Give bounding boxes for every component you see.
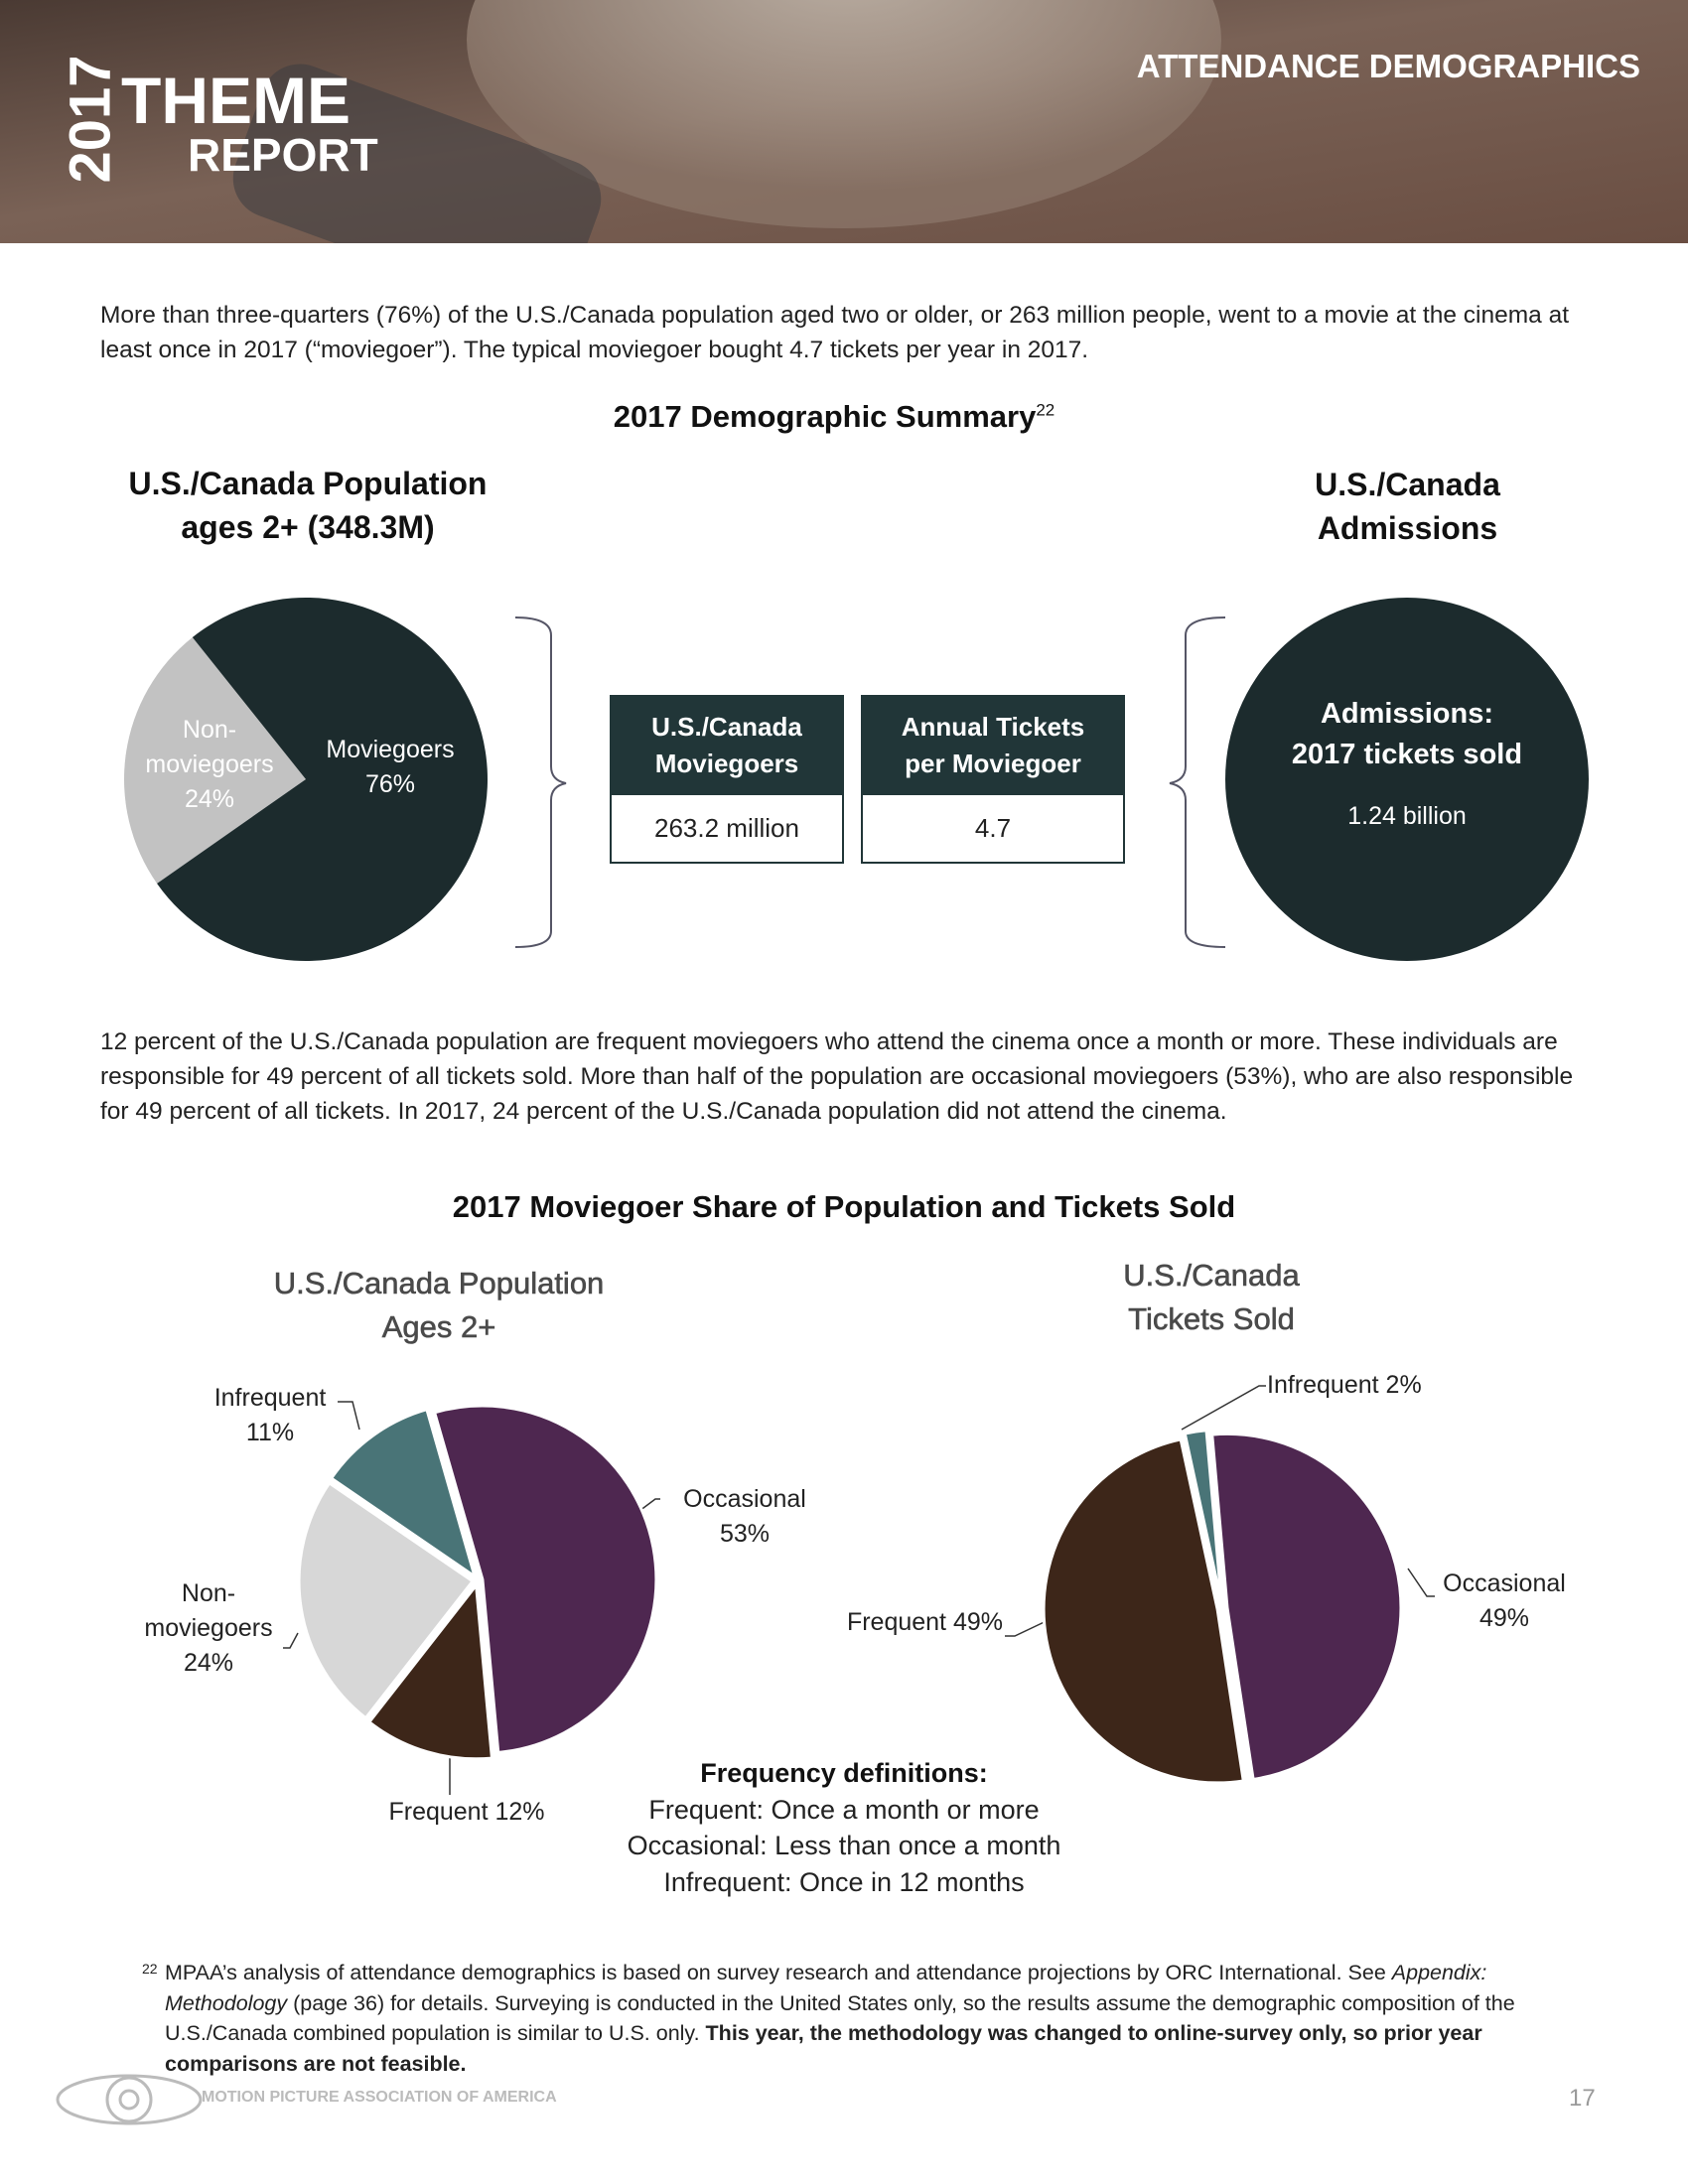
pie-slice xyxy=(329,1407,478,1580)
footnote-text: MPAA’s analysis of attendance demographi… xyxy=(165,1961,1392,1984)
definition: Infrequent: Once in 12 months xyxy=(663,1866,1025,1897)
pie-slice xyxy=(1210,1432,1403,1782)
value-label: 24% xyxy=(184,785,235,813)
chart-title: U.S./Canada Population Ages 2+ xyxy=(273,1266,605,1345)
pie-slice xyxy=(1042,1437,1245,1785)
intro: More than three-quarters (76%) of the U.… xyxy=(100,302,1570,363)
footnote-italic: Appendix: Methodology xyxy=(165,1961,1487,2015)
pie-slice xyxy=(157,597,489,961)
admissions-title: U.S./Canada Admissions xyxy=(1315,467,1500,546)
pie-label: Moviegoers 76% xyxy=(306,733,475,802)
category: Non-moviegoers xyxy=(145,716,274,778)
population-title: U.S./Canada Population ages 2+ (348.3M) xyxy=(128,466,488,545)
definition: Frequent: Once a month or more xyxy=(648,1794,1040,1825)
bracket-right xyxy=(1169,616,1226,948)
category: Occasional xyxy=(683,1485,806,1513)
category: Occasional xyxy=(1443,1570,1566,1597)
pie-label: Frequent 12% xyxy=(367,1795,566,1830)
definitions: Frequency definitions: Frequent: Once a … xyxy=(556,1755,1132,1900)
table-header: Annual Tickets per Moviegoer xyxy=(861,695,1125,795)
pie-label: Occasional 49% xyxy=(1420,1567,1589,1636)
leader-line xyxy=(1005,1617,1054,1637)
mpaa-logo xyxy=(56,2074,203,2125)
definitions-title: Frequency definitions: xyxy=(700,1758,988,1788)
pie-slice xyxy=(366,1580,494,1761)
value-label: 11% xyxy=(245,1419,295,1446)
remote xyxy=(232,64,602,243)
header-banner: 2017 THEME REPORT ATTENDANCE DEMOGRAPHIC… xyxy=(0,0,1688,243)
year: 2017 xyxy=(58,55,122,183)
footnote-text: MPAA’s analysis of attendance demographi… xyxy=(165,1958,1532,2079)
footnote: 22 MPAA’s analysis of attendance demogra… xyxy=(142,1958,1532,2079)
chart-title: U.S./Canada Tickets Sold xyxy=(1123,1258,1300,1337)
bracket-left xyxy=(514,616,567,948)
value-label: 2% xyxy=(1385,1371,1422,1399)
table-cell: 4.7 xyxy=(861,795,1125,864)
report: REPORT xyxy=(188,129,378,181)
pie-label: Non-moviegoers 24% xyxy=(136,713,283,817)
share-title: 2017 Moviegoer Share of Population and T… xyxy=(452,1189,1236,1224)
category: Frequent xyxy=(388,1798,489,1826)
footnote-text: (page 36) for details. Surveying is cond… xyxy=(165,1990,1515,2046)
definition: Occasional: Less than once a month xyxy=(627,1831,1061,1860)
category: Infrequent xyxy=(213,1384,327,1412)
summary-title: 2017 Demographic Summary22 xyxy=(496,399,1172,435)
value-label: 49% xyxy=(952,1608,1003,1636)
pie-slice xyxy=(432,1404,658,1754)
table-cell: 263.2 million xyxy=(610,795,844,864)
leader-line xyxy=(1181,1385,1266,1431)
category: Moviegoers xyxy=(326,736,455,763)
leader-line xyxy=(283,1632,299,1649)
value-label: 12% xyxy=(494,1798,545,1826)
category: Non-moviegoers xyxy=(144,1579,273,1642)
pie-slice xyxy=(1183,1429,1223,1604)
summary-title-text: 2017 Demographic Summary xyxy=(613,399,1037,434)
value-label: 24% xyxy=(183,1649,234,1677)
section-title: ATTENDANCE DEMOGRAPHICS xyxy=(1137,48,1640,84)
category: Infrequent xyxy=(1267,1371,1379,1399)
paragraph: 12 percent of the U.S./Canada population… xyxy=(100,1028,1574,1125)
pie-slice xyxy=(297,1480,476,1720)
page-number: 17 xyxy=(1569,2085,1596,2112)
category: Frequent xyxy=(846,1608,946,1636)
leader-line xyxy=(1407,1568,1435,1597)
pie-label: Non-moviegoers 24% xyxy=(129,1576,288,1681)
popcorn-bowl xyxy=(467,0,1221,228)
pie-label: Infrequent 2% xyxy=(1267,1368,1525,1403)
value-label: 76% xyxy=(364,770,416,798)
footnote-number: 22 xyxy=(142,1961,158,1977)
theme: THEME xyxy=(121,64,351,137)
footnote-ref: 22 xyxy=(1036,400,1055,420)
admissions-label: 2017 tickets sold xyxy=(1292,739,1522,770)
admissions-label: Admissions: xyxy=(1321,698,1493,730)
pie-slice xyxy=(124,636,306,884)
pie-label: Infrequent 11% xyxy=(191,1381,350,1450)
value-label: 49% xyxy=(1478,1604,1530,1632)
pie-label: Occasional 53% xyxy=(655,1482,834,1552)
pie-label: Frequent 49% xyxy=(784,1605,1003,1640)
value-label: 53% xyxy=(719,1520,771,1548)
admissions-circle xyxy=(1225,598,1589,961)
admissions-value: 1.24 billion xyxy=(1347,802,1467,830)
footer-org: MOTION PICTURE ASSOCIATION OF AMERICA xyxy=(202,2089,557,2106)
table-header: U.S./Canada Moviegoers xyxy=(610,695,844,795)
leader-line xyxy=(338,1401,360,1431)
footnote-bold: This year, the methodology was changed t… xyxy=(165,2021,1482,2076)
